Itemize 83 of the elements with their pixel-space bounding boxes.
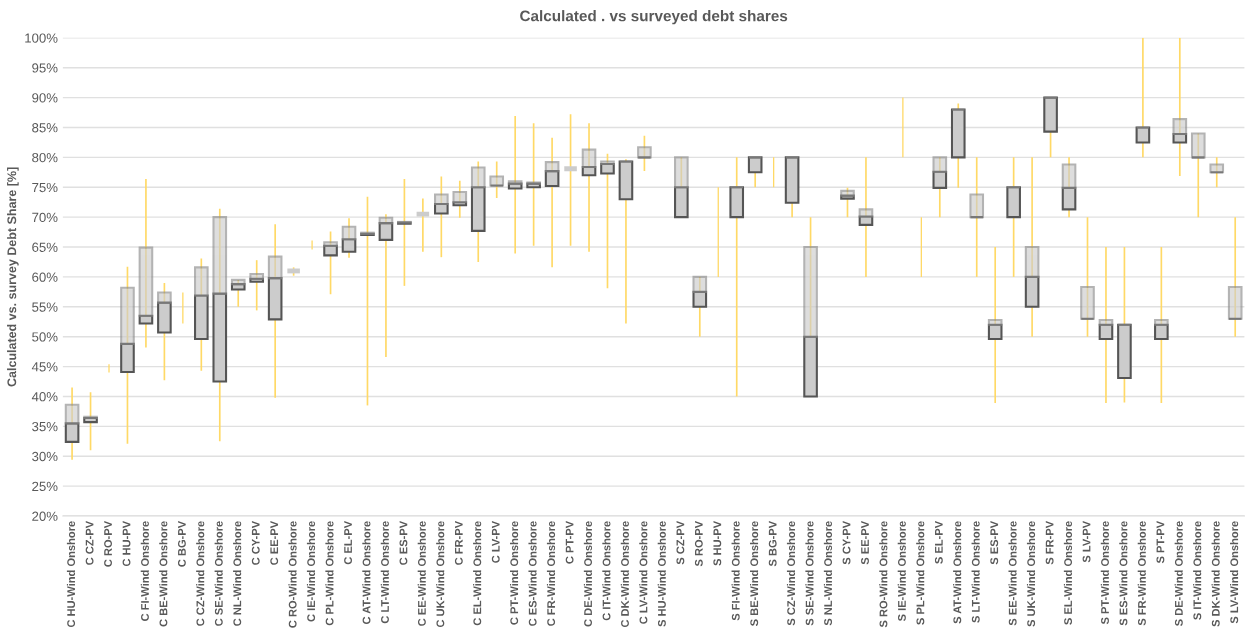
x-tick-label: C DK-Wind Onshore: [620, 521, 629, 628]
x-tick-label: C LV-Wind Onshore: [639, 521, 648, 624]
x-tick-label: C HU-PV: [122, 520, 131, 567]
x-tick-label: C FI-Wind Onshore: [140, 521, 149, 621]
x-tick-label: S IT-Wind Onshore: [1193, 521, 1202, 620]
chart-title: Calculated . vs surveyed debt shares: [520, 10, 788, 25]
y-tick-label: 25%: [32, 481, 58, 492]
x-tick-label: C IT-Wind Onshore: [602, 521, 611, 621]
x-tick-label: C EL-Wind Onshore: [473, 521, 482, 626]
y-tick-label: 80%: [32, 152, 58, 163]
y-tick-label: 40%: [31, 392, 58, 402]
x-tick-label: C EE-Wind Onshore: [417, 521, 426, 626]
x-tick-label: C RO-PV: [104, 520, 112, 567]
x-tick-label: S LV-Wind Onshore: [1230, 521, 1239, 624]
x-tick-label: S DE-Wind Onshore: [1174, 521, 1183, 626]
x-tick-label: C BE-Wind Onshore: [159, 521, 168, 627]
x-tick-label: C PL-Wind Onshore: [325, 521, 334, 626]
x-tick-label: C CZ-PV: [85, 520, 94, 565]
x-tick-label: C CZ-Wind Onshore: [196, 521, 205, 626]
x-tick-label: C NL-Wind Onshore: [233, 521, 242, 626]
x-tick-label: S ES-Wind Onshore: [1119, 521, 1128, 626]
x-tick-label: C IE-Wind Onshore: [306, 521, 316, 622]
x-tick-label: S RO-PV: [694, 520, 703, 567]
y-tick-label: 60%: [32, 272, 58, 282]
y-tick-label: 30%: [32, 451, 58, 462]
x-tick-label: S PT-PV: [1156, 520, 1165, 564]
x-tick-label: S IE-Wind Onshore: [897, 521, 906, 622]
x-tick-label: C FR-PV: [454, 520, 463, 565]
y-tick-label: 20%: [32, 511, 58, 521]
x-tick-label: C UK-Wind Onshore: [436, 521, 445, 628]
x-tick-label: S HU-PV: [713, 520, 722, 566]
y-tick-label: 65%: [32, 242, 58, 252]
y-tick-label: 100%: [25, 33, 58, 43]
x-tick-label: C BG-PV: [177, 520, 186, 567]
x-tick-label: C SE-Wind Onshore: [214, 521, 223, 626]
y-tick-label: 35%: [32, 421, 58, 432]
x-tick-label: S RO-Wind Onshore: [879, 521, 888, 628]
x-tick-label: C EL-PV: [344, 520, 352, 565]
y-tick-label: 50%: [32, 332, 58, 342]
x-tick-label: C LT-Wind Onshore: [380, 521, 389, 624]
x-tick-label: S HU-Wind Onshore: [657, 521, 666, 627]
x-tick-label: S EE-Wind Onshore: [1008, 521, 1017, 626]
x-tick-label: C HU-Wind Onshore: [66, 521, 76, 628]
y-tick-label: 55%: [32, 302, 58, 312]
y-axis-title: Calculated vs. survey Debt Share [%]: [7, 167, 19, 387]
x-tick-label: S NL-Wind Onshore: [823, 521, 833, 626]
y-tick-label: 85%: [32, 123, 58, 133]
x-tick-label: S LT-Wind Onshore: [971, 521, 980, 623]
x-tick-label: C AT-Wind Onshore: [362, 521, 371, 625]
x-tick-label: C DE-Wind Onshore: [583, 521, 592, 627]
x-tick-label: C ES-Wind Onshore: [528, 521, 537, 626]
x-tick-label: S PT-Wind Onshore: [1100, 521, 1109, 625]
x-tick-label: S PL-Wind Onshore: [916, 521, 925, 625]
x-tick-label: S FR-Wind Onshore: [1137, 521, 1146, 626]
y-tick-label: 70%: [32, 212, 58, 223]
x-tick-label: S DK-Wind Onshore: [1211, 521, 1220, 627]
x-tick-label: S AT-Wind Onshore: [953, 521, 962, 624]
x-tick-label: S LV-PV: [1082, 520, 1091, 563]
x-tick-label: C CY-PV: [251, 520, 260, 565]
x-tick-label: C EE-PV: [270, 520, 279, 565]
x-tick-label: C ES-PV: [399, 520, 408, 565]
x-tick-label: S CZ-PV: [676, 520, 685, 565]
x-tick-label: S CY-PV: [842, 520, 851, 565]
x-tick-label: S FI-Wind Onshore: [731, 521, 740, 621]
x-tick-label: S SE-Wind Onshore: [805, 521, 814, 626]
x-tick-label: S EL-PV: [934, 520, 943, 564]
x-tick-label: C PT-Wind Onshore: [509, 521, 519, 625]
y-tick-label: 90%: [32, 93, 58, 103]
x-tick-label: S FR-PV: [1045, 520, 1054, 565]
x-tick-label: C FR-Wind Onshore: [546, 521, 556, 626]
x-tick-label: C LV-PV: [491, 520, 500, 563]
x-tick-label: S BE-Wind Onshore: [750, 521, 759, 626]
x-tick-label: S UK-Wind Onshore: [1026, 521, 1036, 627]
y-tick-label: 45%: [31, 362, 58, 372]
x-tick-label: S ES-PV: [990, 520, 999, 565]
x-tick-label: S EL-Wind Onshore: [1063, 521, 1073, 625]
x-tick-label: C PT-PV: [565, 520, 574, 564]
x-tick-label: S CZ-Wind Onshore: [786, 521, 796, 626]
x-tick-label: C RO-Wind Onshore: [288, 521, 297, 628]
x-tick-label: S BG-PV: [768, 520, 777, 567]
y-tick-label: 95%: [32, 63, 58, 73]
x-tick-label: S EE-PV: [861, 520, 869, 565]
y-tick-label: 75%: [32, 182, 58, 193]
